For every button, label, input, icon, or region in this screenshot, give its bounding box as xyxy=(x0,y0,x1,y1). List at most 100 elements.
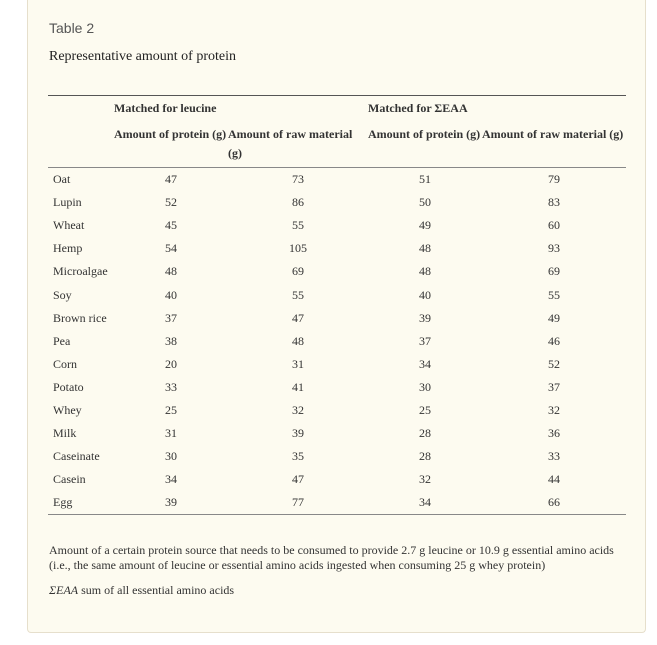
table-row: Pea 38 48 37 46 xyxy=(48,330,626,353)
leucine-protein-value: 52 xyxy=(165,195,177,210)
table-row: Soy 40 55 40 55 xyxy=(48,283,626,306)
col-header-eaa-raw: Amount of raw material (g) xyxy=(482,116,626,168)
row-name: Whey xyxy=(53,402,82,417)
leucine-raw-value: 32 xyxy=(292,402,304,417)
abbreviation-definition: sum of all essential amino acids xyxy=(81,583,235,597)
abbreviation-term: ΣEAA xyxy=(49,583,79,597)
eaa-raw-value: 83 xyxy=(548,195,560,210)
eaa-protein-value: 51 xyxy=(419,172,431,187)
eaa-protein-value: 28 xyxy=(419,449,431,464)
table-row: Potato 33 41 30 37 xyxy=(48,376,626,399)
table-label: Table 2 xyxy=(49,20,95,36)
eaa-protein-value: 39 xyxy=(419,310,431,325)
table-body: Oat 47 73 51 79 Lupin 52 86 50 83 Wheat … xyxy=(48,168,626,516)
table-row: Whey 25 32 25 32 xyxy=(48,399,626,422)
table-card: Table 2 Representative amount of protein… xyxy=(27,0,646,633)
row-name: Brown rice xyxy=(53,310,107,325)
leucine-raw-value: 77 xyxy=(228,491,368,516)
eaa-raw-value: 60 xyxy=(548,218,560,233)
eaa-protein-value: 48 xyxy=(419,241,431,256)
leucine-raw-value: 86 xyxy=(292,195,304,210)
eaa-protein-value: 37 xyxy=(419,333,431,348)
footnote-abbreviation: ΣEAA sum of all essential amino acids xyxy=(49,583,234,598)
leucine-protein-value: 31 xyxy=(165,426,177,441)
row-name: Lupin xyxy=(53,195,82,210)
col-header-eaa-protein: Amount of protein (g) xyxy=(368,116,482,168)
leucine-protein-value: 30 xyxy=(165,449,177,464)
row-name: Corn xyxy=(53,356,77,371)
row-name: Caseinate xyxy=(53,449,100,464)
table-row: Wheat 45 55 49 60 xyxy=(48,214,626,237)
leucine-raw-value: 47 xyxy=(292,310,304,325)
leucine-raw-value: 105 xyxy=(289,241,307,256)
footnote-main: Amount of a certain protein source that … xyxy=(49,543,614,572)
leucine-raw-value: 41 xyxy=(292,379,304,394)
eaa-protein-value: 49 xyxy=(419,218,431,233)
column-header-row: Amount of protein (g) Amount of raw mate… xyxy=(48,116,626,168)
group-header-row: Matched for leucine Matched for ΣEAA xyxy=(48,95,626,116)
table-row: Caseinate 30 35 28 33 xyxy=(48,445,626,468)
leucine-protein-value: 45 xyxy=(165,218,177,233)
table-row: Oat 47 73 51 79 xyxy=(48,168,626,192)
row-name: Oat xyxy=(53,172,71,187)
eaa-raw-value: 66 xyxy=(482,491,626,516)
eaa-protein-value: 48 xyxy=(419,264,431,279)
eaa-protein-value: 34 xyxy=(368,491,482,516)
row-name: Microalgae xyxy=(53,264,108,279)
leucine-raw-value: 39 xyxy=(292,426,304,441)
leucine-protein-value: 20 xyxy=(165,356,177,371)
protein-table: Matched for leucine Matched for ΣEAA Amo… xyxy=(48,95,626,516)
eaa-raw-value: 32 xyxy=(548,402,560,417)
leucine-protein-value: 37 xyxy=(165,310,177,325)
eaa-raw-value: 55 xyxy=(548,287,560,302)
empty-header-cell xyxy=(48,116,114,168)
leucine-protein-value: 33 xyxy=(165,379,177,394)
row-name: Pea xyxy=(53,333,71,348)
leucine-protein-value: 34 xyxy=(165,472,177,487)
eaa-raw-value: 37 xyxy=(548,379,560,394)
leucine-protein-value: 47 xyxy=(165,172,177,187)
eaa-protein-value: 34 xyxy=(419,356,431,371)
leucine-raw-value: 48 xyxy=(292,333,304,348)
empty-header-cell xyxy=(48,95,114,116)
eaa-raw-value: 36 xyxy=(548,426,560,441)
table-row: Brown rice 37 47 39 49 xyxy=(48,307,626,330)
col-header-leucine-protein: Amount of protein (g) xyxy=(114,116,228,168)
eaa-protein-value: 25 xyxy=(419,402,431,417)
group-header-eaa: Matched for ΣEAA xyxy=(368,95,626,116)
leucine-protein-value: 54 xyxy=(165,241,177,256)
row-name: Egg xyxy=(48,491,114,516)
table-row: Lupin 52 86 50 83 xyxy=(48,191,626,214)
row-name: Wheat xyxy=(53,218,85,233)
leucine-raw-value: 35 xyxy=(292,449,304,464)
leucine-protein-value: 25 xyxy=(165,402,177,417)
eaa-raw-value: 52 xyxy=(548,356,560,371)
eaa-raw-value: 93 xyxy=(548,241,560,256)
eaa-protein-value: 50 xyxy=(419,195,431,210)
leucine-raw-value: 47 xyxy=(292,472,304,487)
row-name: Potato xyxy=(53,379,84,394)
leucine-protein-value: 39 xyxy=(114,491,228,516)
leucine-protein-value: 40 xyxy=(165,287,177,302)
table-row: Casein 34 47 32 44 xyxy=(48,468,626,491)
eaa-protein-value: 28 xyxy=(419,426,431,441)
eaa-raw-value: 33 xyxy=(548,449,560,464)
row-name: Hemp xyxy=(53,241,83,256)
leucine-protein-value: 48 xyxy=(165,264,177,279)
table-row: Microalgae 48 69 48 69 xyxy=(48,260,626,283)
table-row: Egg 39 77 34 66 xyxy=(48,491,626,516)
group-header-leucine: Matched for leucine xyxy=(114,95,368,116)
table-title: Representative amount of protein xyxy=(49,49,236,64)
col-header-leucine-raw: Amount of raw material (g) xyxy=(228,116,368,168)
eaa-raw-value: 46 xyxy=(548,333,560,348)
leucine-raw-value: 55 xyxy=(292,287,304,302)
leucine-raw-value: 73 xyxy=(292,172,304,187)
leucine-raw-value: 69 xyxy=(292,264,304,279)
eaa-raw-value: 79 xyxy=(548,172,560,187)
eaa-raw-value: 49 xyxy=(548,310,560,325)
eaa-protein-value: 40 xyxy=(419,287,431,302)
leucine-protein-value: 38 xyxy=(165,333,177,348)
leucine-raw-value: 31 xyxy=(292,356,304,371)
table-row: Corn 20 31 34 52 xyxy=(48,353,626,376)
table-row: Milk 31 39 28 36 xyxy=(48,422,626,445)
